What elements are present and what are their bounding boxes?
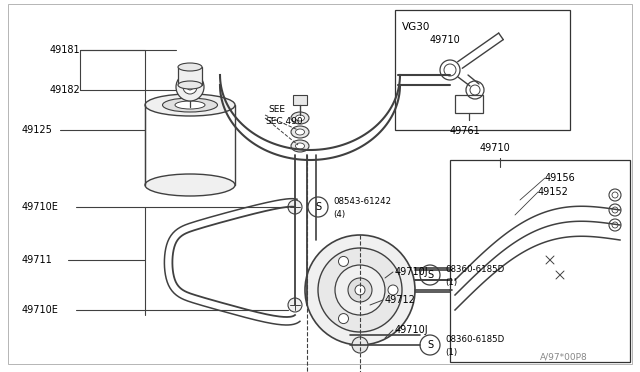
Circle shape	[335, 265, 385, 315]
Text: S: S	[315, 202, 321, 212]
Ellipse shape	[296, 129, 305, 135]
Circle shape	[288, 200, 302, 214]
Circle shape	[420, 265, 440, 285]
Circle shape	[348, 278, 372, 302]
Circle shape	[339, 314, 349, 324]
Bar	[450, 160, 630, 362]
Text: SEC.490: SEC.490	[265, 118, 303, 126]
Ellipse shape	[291, 140, 309, 152]
Circle shape	[388, 285, 398, 295]
Text: (4): (4)	[333, 211, 345, 219]
Text: 49181: 49181	[50, 45, 81, 55]
Ellipse shape	[163, 98, 218, 112]
Bar	[455, 95, 483, 113]
Ellipse shape	[175, 101, 205, 109]
Text: 49156: 49156	[545, 173, 576, 183]
Ellipse shape	[291, 126, 309, 138]
Ellipse shape	[291, 112, 309, 124]
Text: 49182: 49182	[50, 85, 81, 95]
Ellipse shape	[178, 81, 202, 89]
Circle shape	[308, 197, 328, 217]
Ellipse shape	[178, 63, 202, 71]
Ellipse shape	[296, 115, 305, 121]
Text: 49711: 49711	[22, 255, 52, 265]
Text: (1): (1)	[445, 349, 457, 357]
Text: A/97*00P8: A/97*00P8	[540, 353, 588, 362]
Text: S: S	[427, 270, 433, 280]
Bar	[395, 10, 570, 130]
Text: 49152: 49152	[538, 187, 569, 197]
Text: 49761: 49761	[450, 126, 481, 136]
Circle shape	[318, 248, 402, 332]
Ellipse shape	[296, 143, 305, 149]
Text: 49710J: 49710J	[395, 325, 429, 335]
Circle shape	[183, 80, 197, 94]
Text: S: S	[427, 340, 433, 350]
Text: 49710E: 49710E	[22, 202, 59, 212]
Text: VG30: VG30	[402, 22, 430, 32]
Circle shape	[339, 256, 349, 266]
Circle shape	[176, 73, 204, 101]
Text: 08360-6185D: 08360-6185D	[445, 336, 504, 344]
Circle shape	[352, 337, 368, 353]
Text: (1): (1)	[445, 279, 457, 288]
Text: SEE: SEE	[268, 106, 285, 115]
Text: 49710: 49710	[430, 35, 461, 45]
Circle shape	[305, 235, 415, 345]
Ellipse shape	[145, 94, 235, 116]
Circle shape	[420, 335, 440, 355]
Text: 49710J: 49710J	[395, 267, 429, 277]
Ellipse shape	[145, 174, 235, 196]
Circle shape	[355, 285, 365, 295]
Circle shape	[288, 298, 302, 312]
Circle shape	[187, 84, 193, 90]
Bar	[178, 67, 202, 85]
Text: 08360-6185D: 08360-6185D	[445, 266, 504, 275]
Text: 49712: 49712	[385, 295, 416, 305]
Bar	[293, 95, 307, 105]
Text: 49710E: 49710E	[22, 305, 59, 315]
Text: 49125: 49125	[22, 125, 53, 135]
Text: 08543-61242: 08543-61242	[333, 198, 391, 206]
Text: 49710: 49710	[480, 143, 511, 153]
